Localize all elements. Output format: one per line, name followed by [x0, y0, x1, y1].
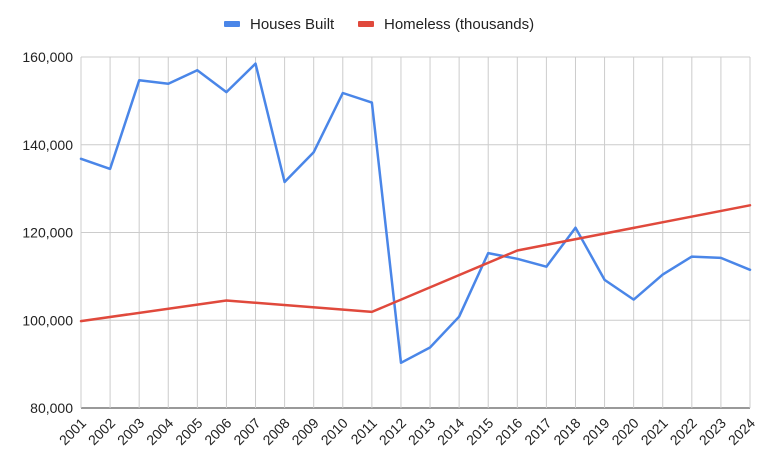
- x-tick-label: 2013: [405, 415, 438, 448]
- y-tick-label: 140,000: [22, 137, 73, 153]
- x-tick-label: 2008: [259, 415, 292, 448]
- grid: [80, 56, 751, 409]
- x-tick-label: 2002: [85, 415, 118, 448]
- x-tick-label: 2016: [492, 415, 525, 448]
- series-line-houses-built: [79, 62, 752, 365]
- legend-label: Homeless (thousands): [384, 16, 534, 33]
- x-tick-label: 2017: [521, 415, 554, 448]
- legend-swatch: [358, 21, 374, 27]
- x-tick-label: 2014: [434, 415, 467, 448]
- legend-label: Houses Built: [250, 16, 335, 33]
- x-tick-label: 2019: [579, 415, 612, 448]
- x-tick-label: 2010: [318, 415, 351, 448]
- x-tick-label: 2001: [56, 415, 89, 448]
- x-tick-label: 2024: [725, 415, 758, 448]
- y-tick-label: 120,000: [22, 225, 73, 241]
- x-tick-label: 2003: [114, 415, 147, 448]
- x-tick-label: 2007: [230, 415, 263, 448]
- x-tick-label: 2021: [638, 415, 671, 448]
- series-group: [79, 62, 752, 365]
- x-tick-label: 2015: [463, 415, 496, 448]
- x-tick-label: 2012: [376, 415, 409, 448]
- x-tick-label: 2005: [172, 415, 205, 448]
- x-tick-label: 2011: [347, 415, 380, 448]
- x-tick-label: 2006: [201, 415, 234, 448]
- y-tick-label: 100,000: [22, 312, 73, 328]
- x-tick-label: 2020: [608, 415, 641, 448]
- series-line-homeless: [79, 204, 752, 323]
- y-tick-label: 80,000: [30, 400, 73, 416]
- x-tick-label: 2004: [143, 415, 176, 448]
- x-tick-label: 2022: [667, 415, 700, 448]
- x-tick-label: 2023: [696, 415, 729, 448]
- y-axis: 80,000 100,000 120,000 140,000 160,000: [22, 49, 73, 416]
- x-axis: 2001200220032004200520062007200820092010…: [56, 415, 758, 448]
- x-tick-label: 2018: [550, 415, 583, 448]
- legend-swatch: [224, 21, 240, 27]
- x-tick-label: 2009: [288, 415, 321, 448]
- y-tick-label: 160,000: [22, 49, 73, 65]
- legend: Houses Built Homeless (thousands): [224, 16, 534, 33]
